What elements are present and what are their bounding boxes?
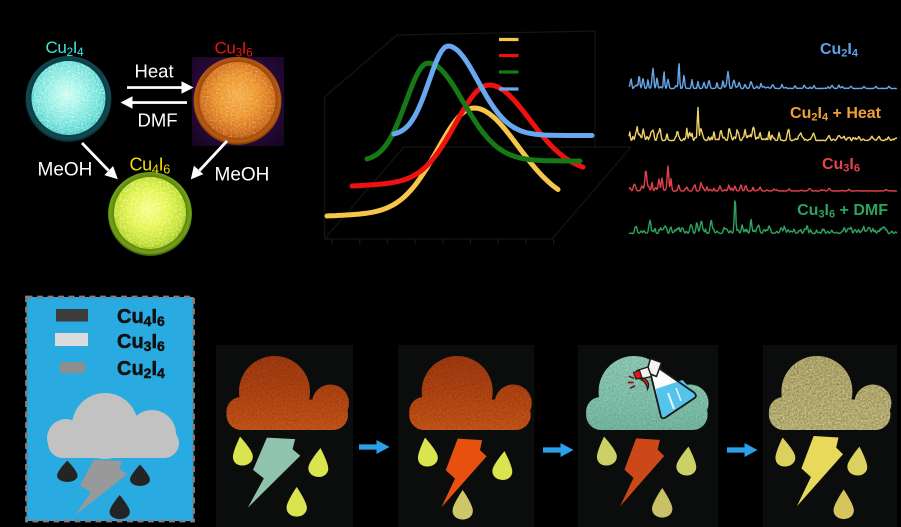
svg-text:MeOH: MeOH [215, 165, 270, 186]
svg-text:MeOH: MeOH [38, 160, 93, 181]
svg-text:Cu2I4: Cu2I4 [820, 41, 859, 60]
svg-text:Heat: Heat [135, 61, 174, 82]
svg-text:Cu3I6: Cu3I6 [822, 156, 860, 175]
svg-text:Cu2I4 + Heat: Cu2I4 + Heat [790, 105, 882, 124]
svg-text:Cu3I6 + DMF: Cu3I6 + DMF [797, 202, 888, 221]
svg-text:Cu4I6: Cu4I6 [117, 306, 165, 329]
svg-text:Cu3I6: Cu3I6 [215, 39, 254, 60]
svg-text:Cu3I6: Cu3I6 [117, 331, 165, 354]
svg-text:Cu2I4: Cu2I4 [117, 358, 165, 381]
svg-text:Cu2I4: Cu2I4 [46, 38, 85, 59]
svg-text:DMF: DMF [138, 110, 178, 131]
svg-text:Cu4I6: Cu4I6 [130, 155, 171, 177]
